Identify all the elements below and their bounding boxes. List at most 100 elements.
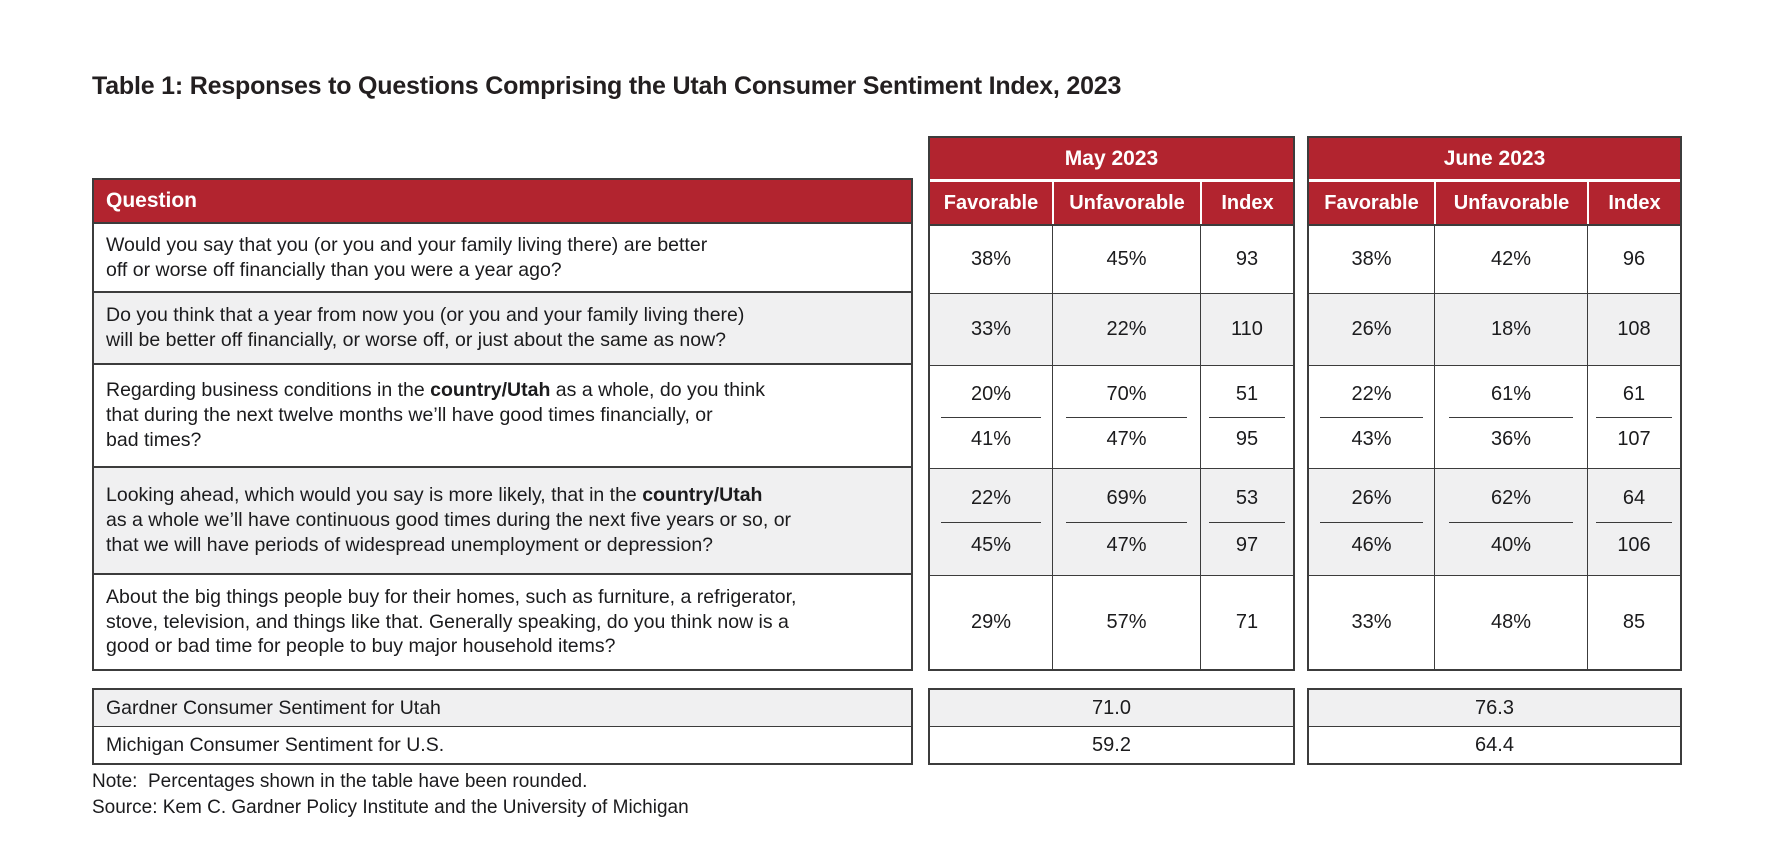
index-split-cell: 51 95 <box>1200 366 1293 468</box>
unfavorable-value: 42% <box>1434 226 1587 293</box>
summary-label-box: Gardner Consumer Sentiment for Utah Mich… <box>92 688 913 765</box>
index-split-cell: 61 107 <box>1587 366 1680 468</box>
country-value: 70% <box>1106 383 1147 406</box>
table-note: Note: Percentages shown in the table hav… <box>92 771 588 792</box>
may-group-header: May 2023 <box>930 138 1293 182</box>
question-text: Regarding business conditions in the cou… <box>106 379 766 451</box>
june-table: June 2023 Favorable Unfavorable Index 38… <box>1307 136 1682 671</box>
utah-value: 36% <box>1490 427 1532 450</box>
cell-divider <box>1448 521 1574 523</box>
utah-value: 97 <box>1235 533 1259 556</box>
index-value: 93 <box>1200 226 1293 293</box>
country-value: 62% <box>1490 487 1532 510</box>
may-column-headers: Favorable Unfavorable Index <box>930 182 1293 226</box>
may-data-row-4: 22% 45% 69% 47% 53 97 <box>930 468 1293 575</box>
favorable-header: Favorable <box>943 191 1039 214</box>
country-value: 51 <box>1235 383 1259 406</box>
michigan-sentiment-june-value: 64.4 <box>1475 733 1514 756</box>
cell-divider <box>1596 416 1672 418</box>
unfavorable-split-cell: 69% 47% <box>1052 469 1200 575</box>
june-data-row-1: 38% 42% 96 <box>1309 226 1680 293</box>
utah-value: 106 <box>1617 533 1651 556</box>
country-value: 61% <box>1490 383 1532 406</box>
country-value: 53 <box>1235 487 1259 510</box>
cell-divider <box>1448 416 1574 418</box>
unfavorable-split-cell: 61% 36% <box>1434 366 1587 468</box>
question-table: Question Would you say that you (or you … <box>92 178 913 671</box>
unfavorable-header: Unfavorable <box>1052 182 1200 224</box>
index-split-cell: 53 97 <box>1200 469 1293 575</box>
country-value: 69% <box>1106 487 1147 510</box>
table-title: Table 1: Responses to Questions Comprisi… <box>92 72 1122 100</box>
index-value: 108 <box>1587 294 1680 365</box>
question-row-3: Regarding business conditions in the cou… <box>94 363 911 466</box>
favorable-split-cell: 26% 46% <box>1309 469 1434 575</box>
june-data-row-2: 26% 18% 108 <box>1309 293 1680 365</box>
favorable-value: 33% <box>1351 611 1392 633</box>
may-data-row-2: 33% 22% 110 <box>930 293 1293 365</box>
question-row-4: Looking ahead, which would you say is mo… <box>94 466 911 573</box>
question-row-5: About the big things people buy for thei… <box>94 573 911 669</box>
favorable-header: Favorable <box>1324 191 1419 214</box>
unfavorable-value: 48% <box>1434 576 1587 669</box>
utah-value: 41% <box>970 427 1012 450</box>
utah-value: 43% <box>1351 427 1392 450</box>
june-data-row-4: 26% 46% 62% 40% 64 106 <box>1309 468 1680 575</box>
utah-value: 46% <box>1351 533 1392 556</box>
question-column-header: Question <box>94 180 911 224</box>
cell-divider <box>1209 416 1285 418</box>
gardner-sentiment-may-value: 71.0 <box>930 690 1293 727</box>
utah-value: 45% <box>970 533 1012 556</box>
june-data-row-5: 33% 48% 85 <box>1309 575 1680 669</box>
country-value: 22% <box>1351 383 1392 406</box>
question-text: Looking ahead, which would you say is mo… <box>106 484 792 556</box>
question-row-1: Would you say that you (or you and your … <box>94 224 911 291</box>
cell-divider <box>1066 416 1187 418</box>
michigan-sentiment-label: Michigan Consumer Sentiment for U.S. <box>106 733 445 756</box>
june-data-row-3: 22% 43% 61% 36% 61 107 <box>1309 365 1680 468</box>
favorable-value: 26% <box>1351 318 1392 340</box>
country-value: 61 <box>1622 383 1646 406</box>
favorable-value: 29% <box>970 611 1012 633</box>
unfavorable-split-cell: 70% 47% <box>1052 366 1200 468</box>
may-table: May 2023 Favorable Unfavorable Index 38%… <box>928 136 1295 671</box>
unfavorable-value: 45% <box>1052 226 1200 293</box>
favorable-value: 33% <box>970 318 1012 340</box>
cell-divider <box>1209 521 1285 523</box>
index-value: 71 <box>1200 576 1293 669</box>
utah-value: 40% <box>1490 533 1532 556</box>
unfavorable-value: 18% <box>1434 294 1587 365</box>
favorable-value: 38% <box>1351 248 1392 270</box>
index-value: 96 <box>1587 226 1680 293</box>
utah-value: 47% <box>1106 427 1147 450</box>
june-group-header: June 2023 <box>1309 138 1680 182</box>
june-column-headers: Favorable Unfavorable Index <box>1309 182 1680 226</box>
summary-may-box: 71.0 59.2 <box>928 688 1295 765</box>
gardner-sentiment-label: Gardner Consumer Sentiment for Utah <box>94 690 911 727</box>
michigan-sentiment-may-value: 59.2 <box>1092 733 1131 756</box>
question-row-2: Do you think that a year from now you (o… <box>94 291 911 363</box>
utah-value: 107 <box>1617 427 1651 450</box>
favorable-split-cell: 20% 41% <box>930 366 1052 468</box>
unfavorable-value: 22% <box>1052 294 1200 365</box>
question-text: Would you say that you (or you and your … <box>106 233 708 281</box>
may-data-row-1: 38% 45% 93 <box>930 226 1293 293</box>
country-value: 22% <box>970 487 1012 510</box>
favorable-split-cell: 22% 43% <box>1309 366 1434 468</box>
summary-june-box: 76.3 64.4 <box>1307 688 1682 765</box>
unfavorable-header: Unfavorable <box>1434 182 1587 224</box>
favorable-split-cell: 22% 45% <box>930 469 1052 575</box>
index-split-cell: 64 106 <box>1587 469 1680 575</box>
unfavorable-split-cell: 62% 40% <box>1434 469 1587 575</box>
cell-divider <box>1320 521 1423 523</box>
country-value: 20% <box>970 383 1012 406</box>
index-value: 110 <box>1200 294 1293 365</box>
may-data-row-5: 29% 57% 71 <box>930 575 1293 669</box>
index-value: 85 <box>1587 576 1680 669</box>
table-source: Source: Kem C. Gardner Policy Institute … <box>92 797 689 818</box>
question-text: About the big things people buy for thei… <box>106 585 797 658</box>
cell-divider <box>1066 521 1187 523</box>
unfavorable-value: 57% <box>1052 576 1200 669</box>
question-text: Do you think that a year from now you (o… <box>106 304 745 351</box>
